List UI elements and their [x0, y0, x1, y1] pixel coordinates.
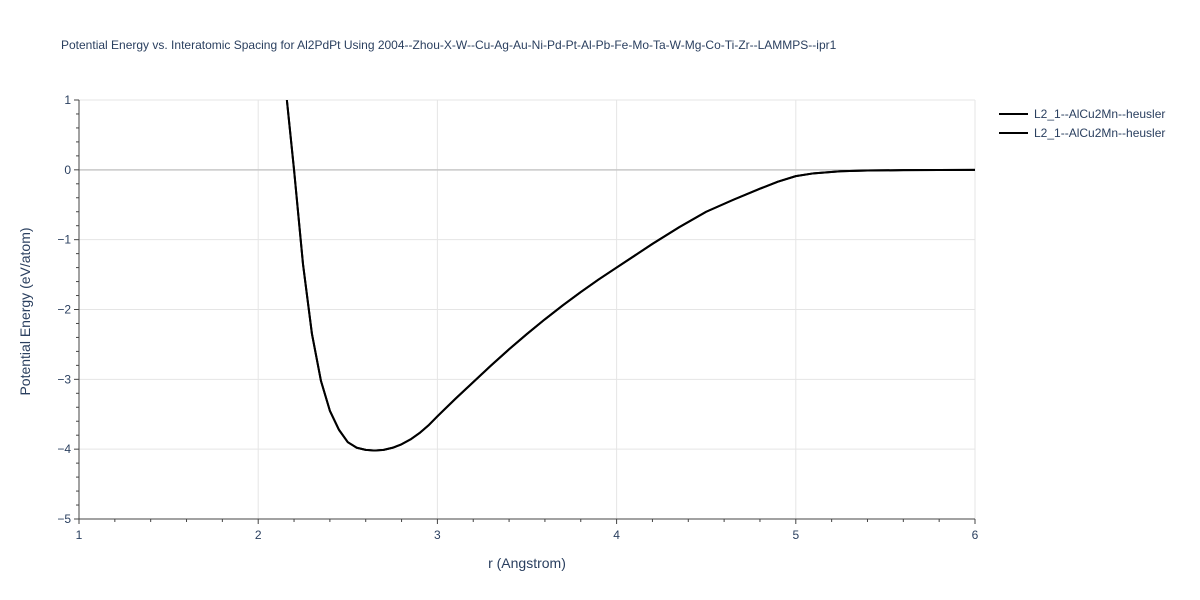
y-tick-label: −4 — [57, 442, 71, 456]
series-line-0 — [285, 100, 975, 452]
legend-item[interactable]: L2_1--AlCu2Mn--heusler — [999, 107, 1165, 121]
x-tick-label: 6 — [972, 528, 979, 542]
x-tick-label: 1 — [76, 528, 83, 542]
grid-layer — [79, 99, 976, 519]
x-tick-label: 4 — [613, 528, 620, 542]
y-axis-title: Potential Energy (eV/atom) — [17, 227, 33, 395]
legend[interactable]: L2_1--AlCu2Mn--heusler L2_1--AlCu2Mn--heu… — [999, 107, 1165, 140]
x-axis-title: r (Angstrom) — [488, 555, 566, 571]
series-layer — [285, 100, 975, 452]
y-tick-label: −5 — [57, 512, 71, 526]
series-line-1 — [285, 100, 975, 452]
x-tick-label: 2 — [255, 528, 262, 542]
chart-title: Potential Energy vs. Interatomic Spacing… — [61, 38, 837, 52]
y-tick-label: 1 — [64, 93, 71, 107]
y-tick-label: 0 — [64, 163, 71, 177]
y-tick-label: −2 — [57, 303, 71, 317]
x-tick-label: 5 — [792, 528, 799, 542]
y-tick-label: −1 — [57, 233, 71, 247]
y-tick-label: −3 — [57, 372, 71, 386]
legend-item[interactable]: L2_1--AlCu2Mn--heusler — [999, 126, 1165, 140]
legend-label: L2_1--AlCu2Mn--heusler — [1034, 126, 1165, 140]
x-tick-label: 3 — [434, 528, 441, 542]
axis-layer: 1 2 3 4 5 6 1 0 −1 −2 −3 −4 −5 — [57, 93, 978, 542]
legend-label: L2_1--AlCu2Mn--heusler — [1034, 107, 1165, 121]
